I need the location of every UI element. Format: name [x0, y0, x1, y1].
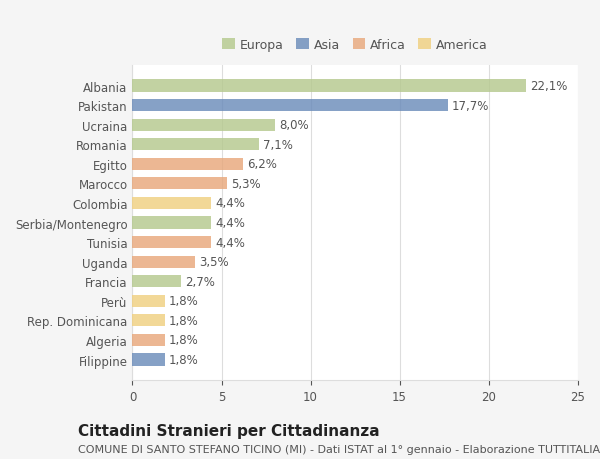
Text: 5,3%: 5,3% [231, 178, 261, 190]
Text: 22,1%: 22,1% [530, 80, 568, 93]
Text: 3,5%: 3,5% [199, 256, 229, 269]
Legend: Europa, Asia, Africa, America: Europa, Asia, Africa, America [217, 34, 493, 56]
Bar [133, 334, 164, 346]
Text: 1,8%: 1,8% [169, 334, 199, 347]
Bar [133, 178, 227, 190]
Text: 1,8%: 1,8% [169, 353, 199, 366]
Text: 6,2%: 6,2% [247, 158, 277, 171]
Bar [133, 217, 211, 229]
Bar [133, 275, 181, 288]
Bar [133, 314, 164, 327]
Text: COMUNE DI SANTO STEFANO TICINO (MI) - Dati ISTAT al 1° gennaio - Elaborazione TU: COMUNE DI SANTO STEFANO TICINO (MI) - Da… [78, 444, 600, 454]
Bar [133, 197, 211, 210]
Text: 4,4%: 4,4% [215, 236, 245, 249]
Bar [133, 354, 164, 366]
Text: 7,1%: 7,1% [263, 139, 293, 151]
Text: 8,0%: 8,0% [280, 119, 309, 132]
Bar [133, 100, 448, 112]
Bar [133, 80, 526, 92]
Text: 17,7%: 17,7% [452, 100, 490, 112]
Text: 1,8%: 1,8% [169, 314, 199, 327]
Text: 2,7%: 2,7% [185, 275, 215, 288]
Text: 1,8%: 1,8% [169, 295, 199, 308]
Text: 4,4%: 4,4% [215, 197, 245, 210]
Text: Cittadini Stranieri per Cittadinanza: Cittadini Stranieri per Cittadinanza [78, 423, 380, 438]
Text: 4,4%: 4,4% [215, 217, 245, 230]
Bar [133, 158, 243, 171]
Bar [133, 119, 275, 131]
Bar [133, 236, 211, 249]
Bar [133, 295, 164, 307]
Bar [133, 139, 259, 151]
Bar [133, 256, 195, 268]
